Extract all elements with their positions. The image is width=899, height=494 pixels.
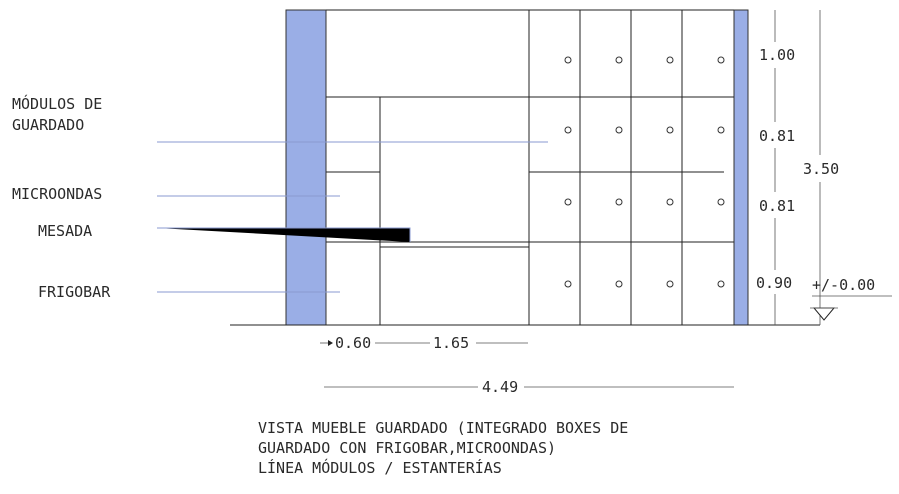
knob-icon <box>718 199 724 205</box>
caption-line-3: LÍNEA MÓDULOS / ESTANTERÍAS <box>258 458 502 477</box>
knob-icon <box>616 281 622 287</box>
caption-line-2: GUARDADO CON FRIGOBAR,MICROONDAS) <box>258 439 556 457</box>
level-marker-icon <box>814 308 834 320</box>
knob-icon <box>718 127 724 133</box>
dim-h-bottom: 0.90 <box>756 274 792 292</box>
knob-icon <box>667 57 673 63</box>
knob-icon <box>565 57 571 63</box>
knob-icon <box>565 199 571 205</box>
dim-h-total: 3.50 <box>803 160 839 178</box>
knob-icon <box>667 199 673 205</box>
dim-w-total: 4.49 <box>482 378 518 396</box>
dim-w-middle: 1.65 <box>433 334 469 352</box>
knob-icon <box>667 281 673 287</box>
right-side-panel <box>734 10 748 325</box>
dim-h-top: 1.00 <box>759 46 795 64</box>
knob-icon <box>616 127 622 133</box>
left-side-panel <box>286 10 326 325</box>
knob-icon <box>565 127 571 133</box>
label-frigobar: FRIGOBAR <box>38 283 111 301</box>
knob-icon <box>616 57 622 63</box>
knob-icon <box>718 281 724 287</box>
mesada-leader <box>157 228 410 242</box>
label-microondas: MICROONDAS <box>12 185 102 203</box>
dim-w-left-arrow <box>328 340 333 346</box>
dim-w-left: 0.60 <box>335 334 371 352</box>
label-modulos-1: MÓDULOS DE <box>12 94 102 113</box>
level-label: +/-0.00 <box>812 276 875 294</box>
label-modulos-2: GUARDADO <box>12 116 84 134</box>
knob-icon <box>718 57 724 63</box>
dim-h-lower-mid: 0.81 <box>759 197 795 215</box>
caption-line-1: VISTA MUEBLE GUARDADO (INTEGRADO BOXES D… <box>258 419 628 437</box>
knob-icon <box>667 127 673 133</box>
knob-icon <box>616 199 622 205</box>
dim-h-upper-mid: 0.81 <box>759 127 795 145</box>
knob-icon <box>565 281 571 287</box>
label-mesada: MESADA <box>38 222 92 240</box>
